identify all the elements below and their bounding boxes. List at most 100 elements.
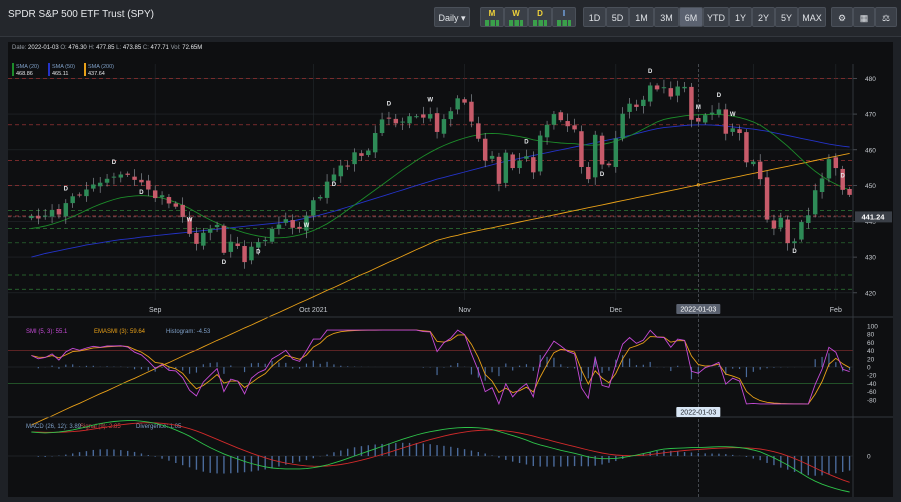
candle-body xyxy=(675,86,680,96)
candle-body xyxy=(654,85,660,90)
candle-body xyxy=(407,116,412,124)
top-toolbar: SPDR S&P 500 ETF Trust (SPY) Daily ▾ M W… xyxy=(0,0,901,37)
candle-body xyxy=(558,112,564,121)
signal-marker-D: D xyxy=(841,173,846,179)
signal-marker-W: W xyxy=(304,223,310,229)
macd-crosshair-date-box xyxy=(676,407,721,417)
candle-body xyxy=(104,178,110,183)
candle-body xyxy=(620,113,625,139)
candle-body xyxy=(345,165,350,167)
sma-legend-value: 465.11 xyxy=(52,71,68,77)
candle-body xyxy=(283,219,289,223)
signal-marker-D: D xyxy=(600,172,605,178)
candle-body xyxy=(462,99,467,103)
bars-icon xyxy=(509,20,523,26)
candle-body xyxy=(421,114,426,118)
smi-y-tick-label: -60 xyxy=(867,389,877,396)
scale-icon[interactable]: ⚖ xyxy=(875,7,897,27)
candle-body xyxy=(338,165,344,177)
range-5d-button[interactable]: 5D xyxy=(606,7,629,27)
indicator-intraday-button[interactable]: I xyxy=(552,7,576,27)
signal-marker-D: D xyxy=(524,140,529,146)
signal-marker-D: D xyxy=(717,93,722,99)
indicator-monthly-button[interactable]: M xyxy=(480,7,504,27)
candle-body xyxy=(634,104,639,107)
date-value: 2022-01-03 xyxy=(28,45,59,51)
smi-y-tick-label: -40 xyxy=(867,381,877,388)
y-tick-label: 420 xyxy=(865,290,876,297)
candle-body xyxy=(256,242,261,248)
open-value: 476.30 xyxy=(68,45,87,51)
candle-body xyxy=(111,176,117,178)
indicator-weekly-button[interactable]: W xyxy=(504,7,528,27)
signal-marker-D: D xyxy=(139,190,144,196)
calculator-icon[interactable]: ▦ xyxy=(853,7,875,27)
candle-body xyxy=(125,173,130,175)
candle-body xyxy=(56,208,62,215)
candle-body xyxy=(386,117,392,119)
candle-body xyxy=(744,132,749,163)
signal-marker-D: D xyxy=(222,260,227,266)
volume-value: 72.65M xyxy=(182,45,203,51)
bars-icon xyxy=(557,20,571,26)
candle-body xyxy=(91,184,96,189)
open-label: O: xyxy=(60,45,67,51)
smi-line xyxy=(31,329,850,406)
sma200-line xyxy=(31,152,850,426)
range-1y-button[interactable]: 1Y xyxy=(729,7,752,27)
y-tick-label: 450 xyxy=(865,183,876,190)
candle-body xyxy=(489,155,495,159)
candle-body xyxy=(194,232,199,244)
sma-legend-label: SMA (50) xyxy=(52,64,75,70)
candle-body xyxy=(290,220,295,228)
x-tick-label: Sep xyxy=(149,307,162,314)
range-max-button[interactable]: MAX xyxy=(798,7,826,27)
range-5y-button[interactable]: 5Y xyxy=(775,7,798,27)
signal-marker-D: D xyxy=(332,182,337,188)
crosshair-date-label: 2022-01-03 xyxy=(680,307,716,314)
candle-body xyxy=(716,109,722,115)
chart-area[interactable]: Date: 2022-01-03 O: 476.30 H: 477.85 L: … xyxy=(8,42,893,497)
range-3m-button[interactable]: 3M xyxy=(654,7,679,27)
smi-y-tick-label: 20 xyxy=(867,356,875,363)
candle-body xyxy=(785,219,790,244)
candle-body xyxy=(214,224,220,228)
candle-body xyxy=(469,101,474,122)
candle-body xyxy=(159,195,165,198)
candle-body xyxy=(276,224,282,229)
range-1m-button[interactable]: 1M xyxy=(629,7,654,27)
sma-legend-swatch xyxy=(84,63,86,76)
sma-legend-value: 468.86 xyxy=(16,71,33,77)
candle-body xyxy=(448,111,454,120)
date-label: Date: xyxy=(12,45,27,51)
smi-histogram-legend: Histogram: -4.53 xyxy=(166,329,211,335)
candle-body xyxy=(778,217,784,228)
candle-body xyxy=(180,204,185,218)
candle-body xyxy=(482,138,488,161)
interval-dropdown[interactable]: Daily ▾ xyxy=(434,7,470,27)
macd-y-tick-label: 0 xyxy=(867,454,871,461)
signal-marker-D: D xyxy=(112,160,117,166)
bars-icon xyxy=(533,20,547,26)
macd-signal-line xyxy=(31,422,850,483)
settings-icon[interactable]: ⚙ xyxy=(831,7,853,27)
signal-marker-D: D xyxy=(792,249,797,255)
x-tick-label: Nov xyxy=(458,307,471,314)
candle-body xyxy=(221,225,227,253)
price-chart-svg[interactable]: SMA (20)468.86 SMA (50)465.11 SMA (200)437… xyxy=(8,42,893,497)
range-ytd-button[interactable]: YTD xyxy=(703,7,729,27)
candle-body xyxy=(311,200,316,216)
macd-crosshair-date-label: 2022-01-03 xyxy=(680,410,716,417)
range-6m-button[interactable]: 6M xyxy=(679,7,703,27)
y-tick-label: 430 xyxy=(865,255,876,262)
range-2y-button[interactable]: 2Y xyxy=(752,7,775,27)
candle-body xyxy=(812,190,818,215)
candle-body xyxy=(139,179,144,183)
range-1d-button[interactable]: 1D xyxy=(583,7,606,27)
candle-body xyxy=(551,114,557,125)
smi-y-tick-label: -20 xyxy=(867,373,877,380)
candle-body xyxy=(627,103,632,112)
signal-marker-W: W xyxy=(730,112,736,118)
candle-body xyxy=(599,135,605,165)
indicator-daily-button[interactable]: D xyxy=(528,7,552,27)
